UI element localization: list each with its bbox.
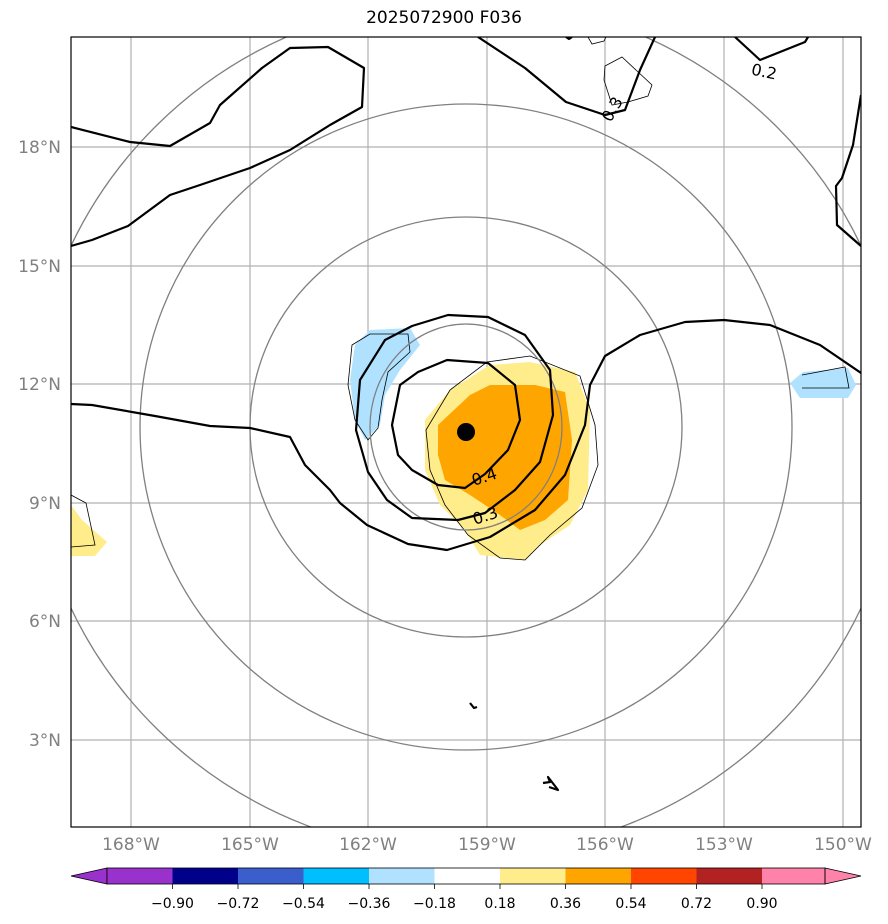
lat-label-12n: 12°N bbox=[18, 375, 61, 395]
longitude-labels: 168°W 165°W 162°W 159°W 156°W 153°W 150°… bbox=[102, 835, 872, 855]
colorbar-frame bbox=[106, 867, 826, 885]
colorbar-tick-label: 0.72 bbox=[681, 896, 712, 912]
lat-label-3n: 3°N bbox=[29, 731, 61, 751]
map-area: 0.4 0.3 0.2 0.3 bbox=[71, 37, 861, 827]
lon-label-156w: 156°W bbox=[576, 835, 634, 855]
lon-label-165w: 165°W bbox=[221, 835, 279, 855]
colorbar-bin-9 bbox=[631, 868, 697, 884]
colorbar-tick-label: 0.90 bbox=[746, 896, 777, 912]
colorbar-ticks bbox=[172, 884, 763, 889]
colorbar-tick-label: 0.54 bbox=[615, 896, 646, 912]
map-frame bbox=[70, 36, 862, 828]
colorbar: −0.90 −0.72 −0.54 −0.36 −0.18 0.18 0.36 … bbox=[70, 867, 862, 912]
lat-label-15n: 15°N bbox=[18, 257, 61, 277]
contour-label-0-3-north: 0.3 bbox=[598, 93, 627, 125]
storm-center-marker bbox=[457, 423, 475, 441]
colorbar-tick-label: −0.72 bbox=[217, 896, 260, 912]
colorbar-tick-label: −0.36 bbox=[348, 896, 391, 912]
colorbar-bin-11 bbox=[762, 868, 825, 884]
map-title: 2025072900 F036 bbox=[366, 8, 522, 28]
colorbar-extend-min bbox=[70, 867, 108, 885]
contour-label-0-2: 0.2 bbox=[750, 60, 779, 84]
colorbar-bin-2 bbox=[172, 868, 238, 884]
colorbar-bin-6 bbox=[434, 868, 500, 884]
latitude-labels: 18°N 15°N 12°N 9°N 6°N 3°N bbox=[18, 138, 61, 751]
colorbar-extend-max bbox=[824, 867, 862, 885]
colorbar-bin-4 bbox=[303, 868, 369, 884]
colorbar-bin-1 bbox=[107, 868, 173, 884]
lon-label-162w: 162°W bbox=[339, 835, 397, 855]
lat-label-18n: 18°N bbox=[18, 138, 61, 158]
colorbar-tick-label: 0.18 bbox=[484, 896, 515, 912]
thick-contours bbox=[71, 37, 861, 792]
lon-label-150w: 150°W bbox=[814, 835, 872, 855]
colorbar-bin-8 bbox=[565, 868, 631, 884]
colorbar-bin-7 bbox=[500, 868, 566, 884]
colorbar-tick-label: −0.90 bbox=[151, 896, 194, 912]
lon-label-168w: 168°W bbox=[102, 835, 160, 855]
lat-label-6n: 6°N bbox=[29, 612, 61, 632]
lon-label-153w: 153°W bbox=[695, 835, 753, 855]
colorbar-tick-label: −0.54 bbox=[282, 896, 325, 912]
distance-rings bbox=[71, 37, 861, 827]
colorbar-bin-5 bbox=[369, 868, 435, 884]
colorbar-bin-3 bbox=[238, 868, 304, 884]
colorbar-bin-10 bbox=[696, 868, 762, 884]
lat-label-9n: 9°N bbox=[29, 494, 61, 514]
anomaly-fill bbox=[71, 328, 856, 560]
colorbar-tick-label: −0.18 bbox=[413, 896, 456, 912]
lon-label-159w: 159°W bbox=[458, 835, 516, 855]
colorbar-tick-label: 0.36 bbox=[550, 896, 581, 912]
